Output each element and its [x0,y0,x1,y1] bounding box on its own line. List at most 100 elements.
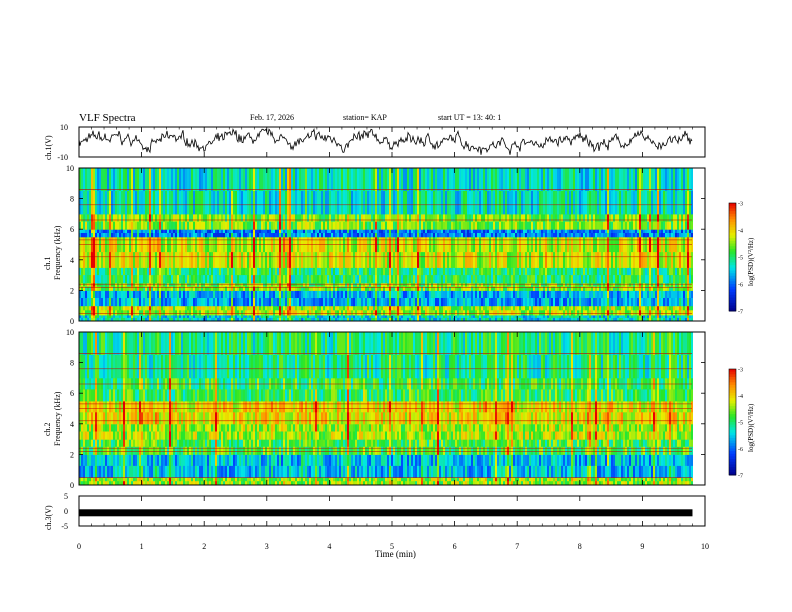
spectrogram-cell [255,275,257,284]
spectrogram-cell [545,168,547,192]
spectrogram-cell [341,286,343,291]
spectrogram-cell [101,305,103,311]
spectrogram-cell [629,305,631,311]
spectrogram-cell [293,221,295,230]
spectrogram-cell [195,233,197,238]
spectrogram-cell [363,317,365,322]
spectrogram-cell [145,290,147,299]
spectrogram-cell [615,252,617,268]
spectrogram-cell [167,314,169,319]
spectrogram-cell [147,233,149,238]
spectrogram-cell [339,275,341,284]
spectrogram-cell [623,282,625,288]
spectrogram-cell [423,275,425,284]
spectrogram-cell [541,305,543,311]
spectrogram-cell [499,213,501,222]
spectrogram-cell [115,168,117,192]
spectrogram-cell [257,233,259,238]
spectrogram-cell [357,233,359,238]
spectrogram-cell [305,233,307,238]
spectrogram-cell [529,252,531,268]
spectrogram-cell [303,290,305,299]
spectrogram-cell [535,314,537,319]
spectrogram-cell [169,305,171,311]
spectrogram-cell [579,252,581,268]
spectrogram-cell [165,314,167,319]
spectrogram-cell [129,317,131,322]
spectrogram-cell [397,252,399,268]
spectrogram-cell [579,275,581,284]
spectrogram-cell [383,298,385,307]
spectrogram-cell [307,221,309,230]
spectrogram-cell [179,252,181,268]
spectrogram-cell [589,252,591,268]
spectrogram-cell [371,282,373,288]
spectrogram-cell [617,168,619,192]
spectrogram-cell [363,233,365,238]
spectrogram-cell [375,229,377,234]
spectrogram-cell [515,233,517,238]
spectrogram-cell [99,275,101,284]
spectrogram-cell [287,213,289,222]
spectrogram-cell [289,305,291,311]
spectrogram-cell [325,310,327,316]
spectrogram-cell [227,310,229,316]
spectrogram-cell [283,229,285,234]
spectrogram-cell [625,213,627,222]
spectrogram-cell [273,229,275,234]
spectrogram-cell [121,286,123,291]
spectrogram-cell [405,221,407,230]
spectrogram-cell [549,305,551,311]
spectrogram-cell [437,314,439,319]
spectrogram-cell [519,252,521,268]
spectrogram-cell [611,229,613,234]
spectrogram-cell [467,317,469,322]
spectrogram-cell [437,275,439,284]
spectrogram-cell [535,213,537,222]
spectrogram-cell [113,229,115,234]
spectrogram-cell [157,168,159,192]
spectrogram-cell [507,213,509,222]
spectrogram-cell [197,233,199,238]
spectrogram-cell [83,298,85,307]
spectrogram-cell [205,298,207,307]
spectrogram-cell [445,168,447,192]
spectrogram-cell [461,190,463,215]
spectrogram-cell [541,213,543,222]
spectrogram-cell [389,168,391,192]
spectrogram-cell [323,282,325,288]
spectrogram-cell [387,290,389,299]
spectrogram-cell [407,305,409,311]
spectrogram-cell [607,252,609,268]
spectrogram-cell [529,305,531,311]
spectrogram-cell [295,305,297,311]
spectrogram-cell [273,310,275,316]
spectrogram-cell [83,168,85,192]
spectrogram-cell [449,275,451,284]
spectrogram-cell [477,233,479,238]
spectrogram-cell [207,229,209,234]
spectrogram-cell [595,305,597,311]
spectrogram-cell [129,310,131,316]
spectrogram-cell [493,290,495,299]
spectrogram-cell [147,310,149,316]
spectrogram-cell [507,252,509,268]
spectrogram-cell [573,305,575,311]
spectrogram-cell [487,314,489,319]
spectrogram-cell [621,190,623,215]
spectrogram-cell [597,252,599,268]
spectrogram-cell [337,168,339,192]
spectrogram-cell [563,310,565,316]
spectrogram-cell [549,229,551,234]
spectrogram-cell [547,229,549,234]
spectrogram-cell [219,190,221,215]
spectrogram-cell [535,275,537,284]
spectrogram-cell [155,282,157,288]
spectrogram-cell [95,282,97,288]
spectrogram-cell [279,298,281,307]
spectrogram-cell [397,290,399,299]
spectrogram-cell [503,252,505,268]
spectrogram-cell [91,305,93,311]
spectrogram-cell [91,221,93,230]
spectrogram-cell [95,305,97,311]
